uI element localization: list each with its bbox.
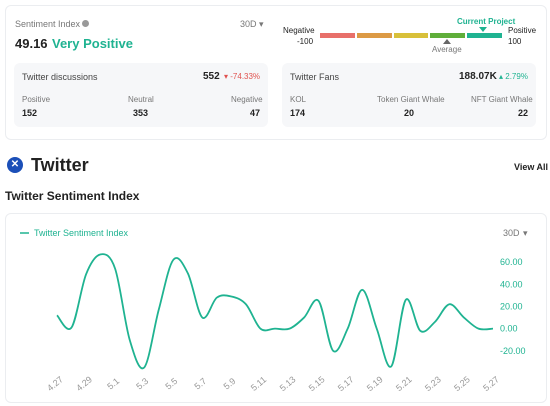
chart-period[interactable]: 30D: [503, 228, 520, 238]
item-value: 152: [22, 108, 38, 118]
x-tick-label: 5.27: [481, 374, 501, 393]
legend-label[interactable]: Twitter Sentiment Index: [34, 228, 129, 238]
x-tick-label: 4.29: [74, 374, 94, 393]
info-icon[interactable]: [82, 20, 89, 27]
dropdown-arrow: ▾: [523, 228, 528, 238]
x-tick-label: 4.27: [45, 374, 65, 393]
item-value: 353: [133, 108, 149, 118]
gauge-min: -100: [297, 37, 314, 46]
section-subtitle: Twitter Sentiment Index: [5, 189, 140, 203]
period-dropdown[interactable]: 30D ▾: [240, 19, 264, 29]
sentiment-title: Sentiment Index: [15, 19, 81, 29]
y-tick-label: 40.00: [500, 279, 523, 289]
x-tick-label: 5.17: [336, 374, 356, 393]
x-tick-label: 5.5: [163, 376, 179, 392]
x-tick-label: 5.11: [249, 374, 268, 392]
view-all[interactable]: View All: [514, 162, 549, 172]
change-value: -74.33%: [230, 72, 261, 81]
score-label: Very Positive: [52, 36, 133, 51]
item-value: 174: [290, 108, 306, 118]
x-tick-label: 5.25: [452, 374, 472, 393]
x-tick-label: 5.9: [221, 376, 237, 392]
item-value: 20: [404, 108, 415, 118]
gauge-negative: Negative: [283, 26, 315, 35]
gauge-current: Current Project: [457, 17, 516, 26]
item-label: NFT Giant Whale: [471, 95, 533, 104]
score: 49.16: [15, 36, 48, 51]
x-tick-label: 5.21: [394, 374, 414, 393]
current-marker: [479, 27, 487, 32]
section-title: Twitter: [31, 155, 89, 175]
gauge-max: 100: [508, 37, 522, 46]
item-value: 47: [250, 108, 261, 118]
x-tick-label: 5.7: [192, 376, 208, 392]
x-tick-label: 5.3: [134, 376, 150, 392]
y-tick-label: 60.00: [500, 257, 523, 267]
x-tick-label: 5.15: [307, 374, 327, 393]
period: 30D: [240, 19, 257, 29]
item-label: Negative: [231, 95, 263, 104]
gauge-average: Average: [432, 45, 462, 54]
item-label: Positive: [22, 95, 51, 104]
y-tick-label: 20.00: [500, 301, 523, 311]
gauge-segment: [467, 33, 502, 38]
fans-card: [282, 63, 536, 127]
change-value: 2.79%: [505, 72, 528, 81]
gauge-segment: [393, 33, 429, 38]
gauge-segment: [430, 33, 466, 38]
x-tick-label: 5.1: [105, 376, 121, 392]
gauge-segment: [320, 33, 355, 38]
item-label: Token Giant Whale: [377, 95, 445, 104]
discussions-change: ▾ -74.33%: [224, 72, 261, 81]
discussions-total: 552: [203, 71, 220, 82]
x-tick-label: 5.23: [423, 374, 443, 393]
x-tick-label: 5.13: [278, 374, 298, 393]
x-tick-label: 5.19: [365, 374, 385, 393]
sentiment-line: [56, 253, 494, 370]
gauge-positive: Positive: [508, 26, 537, 35]
y-tick-label: 0.00: [500, 324, 518, 334]
item-value: 22: [518, 108, 529, 118]
gauge-bar: [320, 33, 502, 38]
average-marker: [443, 39, 451, 44]
fans-title: Twitter Fans: [290, 72, 340, 82]
fans-total: 188.07K: [459, 71, 497, 82]
gauge-segment: [356, 33, 392, 38]
twitter-icon: ✕: [7, 157, 23, 173]
item-label: KOL: [290, 95, 307, 104]
item-label: Neutral: [128, 95, 154, 104]
y-tick-label: -20.00: [500, 346, 526, 356]
discussions-title: Twitter discussions: [22, 72, 98, 82]
fans-change: ▴ 2.79%: [499, 72, 528, 81]
discussions-card: [14, 63, 268, 127]
